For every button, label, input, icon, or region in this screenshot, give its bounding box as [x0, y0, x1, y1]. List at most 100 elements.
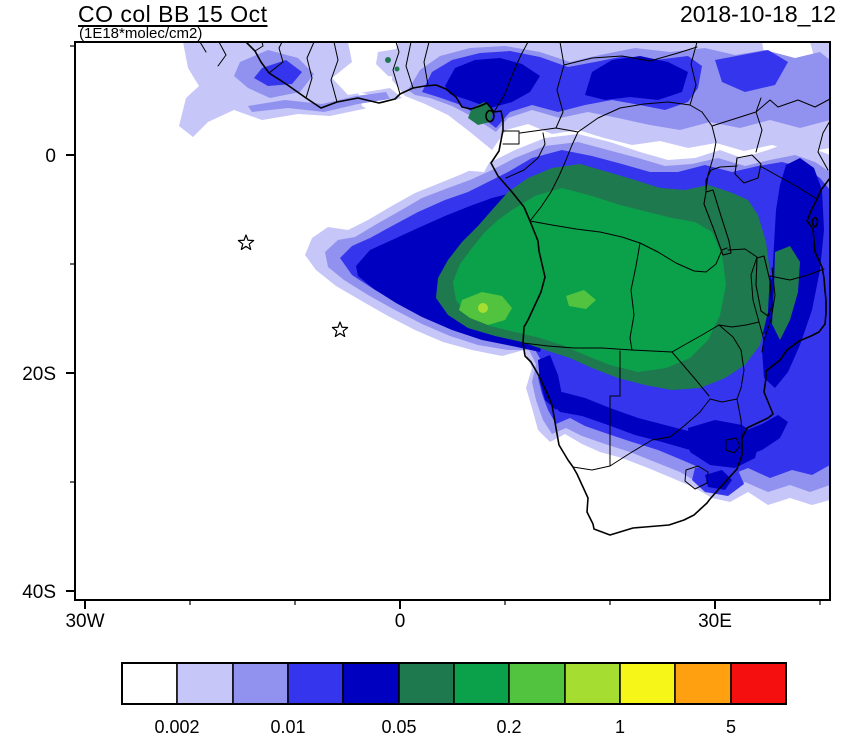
contour-yellowgreen-max-spot	[478, 303, 488, 313]
coastline-path	[245, 42, 830, 536]
contour-green-core	[453, 188, 726, 372]
country-border	[817, 120, 830, 171]
country-border	[639, 242, 728, 273]
country-border	[736, 398, 743, 439]
country-border	[529, 220, 641, 244]
contour-darkblue-nigeria-core	[445, 58, 540, 108]
y-tick-label: 20S	[22, 364, 56, 385]
country-border	[522, 342, 673, 353]
country-border	[423, 42, 430, 86]
run-date-label: 2018-10-18_12	[679, 1, 836, 27]
bioko-island-outline	[485, 109, 495, 123]
country-border	[725, 437, 741, 454]
colorbar-outline	[121, 662, 787, 705]
plot-units-label: (1E18*molec/cm2)	[79, 25, 203, 42]
country-border	[217, 42, 227, 67]
country-border	[609, 398, 711, 467]
colorbar-cell	[453, 662, 510, 705]
country-border	[755, 97, 763, 153]
country-border	[505, 132, 546, 179]
country-border	[405, 42, 414, 89]
colorbar-cell	[287, 662, 344, 705]
country-border	[519, 127, 579, 134]
colorbar: 0.002 0.01 0.05 0.2 1 5	[121, 662, 787, 737]
axis-ticks	[66, 45, 821, 609]
country-border	[609, 350, 621, 467]
coastlines	[245, 42, 830, 536]
country-border	[529, 131, 579, 222]
country-border	[671, 324, 720, 353]
colorbar-cell	[342, 662, 400, 705]
colorbar-labels: 0.002 0.01 0.05 0.2 1 5	[154, 717, 736, 737]
colorbar-cell	[674, 662, 732, 705]
country-border	[572, 465, 611, 471]
colorbar-cell	[508, 662, 566, 705]
country-border	[777, 98, 830, 108]
contour-darkblue-kwazulu-dot	[705, 470, 732, 490]
country-border	[750, 256, 765, 353]
country-border	[769, 268, 825, 281]
lake-tanganyika-outline	[703, 189, 732, 256]
country-border	[671, 351, 710, 397]
country-border	[705, 165, 738, 193]
y-tick-label: 0	[45, 146, 56, 167]
country-border	[763, 267, 776, 341]
lakes	[703, 154, 773, 317]
country-border	[629, 242, 641, 351]
country-border	[268, 42, 284, 74]
contour-periwinkle-sahel-strip	[248, 92, 390, 112]
country-border	[718, 321, 760, 328]
x-tick-label: 0	[395, 611, 406, 632]
country-border	[727, 248, 758, 258]
country-border	[392, 42, 401, 95]
plot-title: CO col BB 15 Oct	[78, 1, 268, 27]
country-border	[493, 42, 529, 113]
colorbar-tick-label: 0.05	[381, 717, 416, 737]
country-borders	[199, 42, 830, 490]
contour-blue-guinea-spot	[254, 60, 302, 86]
map-frame	[74, 41, 831, 601]
colorbar-tick-label: 1	[615, 717, 625, 737]
lake-malawi-outline	[755, 255, 773, 317]
contour-blue-northeast	[715, 50, 788, 92]
contour-seagreen-speck-2	[394, 66, 400, 72]
colorbar-cell	[398, 662, 455, 705]
colorbar-cell	[176, 662, 234, 705]
contour-lightgreen-zambia-spot	[566, 290, 596, 309]
contour-white-gulf-coast-gap	[358, 92, 492, 172]
x-tick-label: 30E	[698, 611, 732, 632]
country-border	[718, 324, 745, 400]
country-border	[555, 42, 565, 129]
country-border	[305, 42, 315, 99]
lake-victoria-outline	[734, 154, 762, 184]
x-tick-label: 30W	[65, 611, 104, 632]
country-border	[759, 165, 818, 200]
contour-fills	[179, 42, 830, 505]
country-border	[254, 42, 264, 52]
colorbar-cell	[232, 662, 289, 705]
colorbar-tick-label: 0.002	[154, 717, 199, 737]
axis-labels: 30W 0 30E 0 20S 40S	[22, 146, 732, 632]
colorbar-cell	[619, 662, 676, 705]
colorbar-cell	[121, 662, 178, 705]
contour-seagreen-speck-1	[385, 57, 391, 63]
country-border	[684, 465, 709, 490]
contour-seagreen-mozambique	[772, 246, 800, 340]
zanzibar-island-outline	[811, 216, 819, 228]
country-border	[709, 398, 738, 403]
colorbar-tick-label: 0.2	[496, 717, 521, 737]
colorbar-tick-label: 5	[726, 717, 736, 737]
colorbar-tick-label: 0.01	[270, 717, 305, 737]
contour-darkblue-namibia-coast	[538, 355, 562, 410]
country-border	[199, 42, 207, 53]
country-border	[502, 130, 520, 145]
country-border	[330, 42, 339, 103]
contour-darkblue-car-core	[585, 56, 688, 100]
country-border	[689, 42, 698, 106]
country-border	[563, 46, 698, 66]
country-border	[755, 99, 779, 113]
colorbar-cell	[730, 662, 787, 705]
y-tick-label: 40S	[22, 582, 56, 603]
